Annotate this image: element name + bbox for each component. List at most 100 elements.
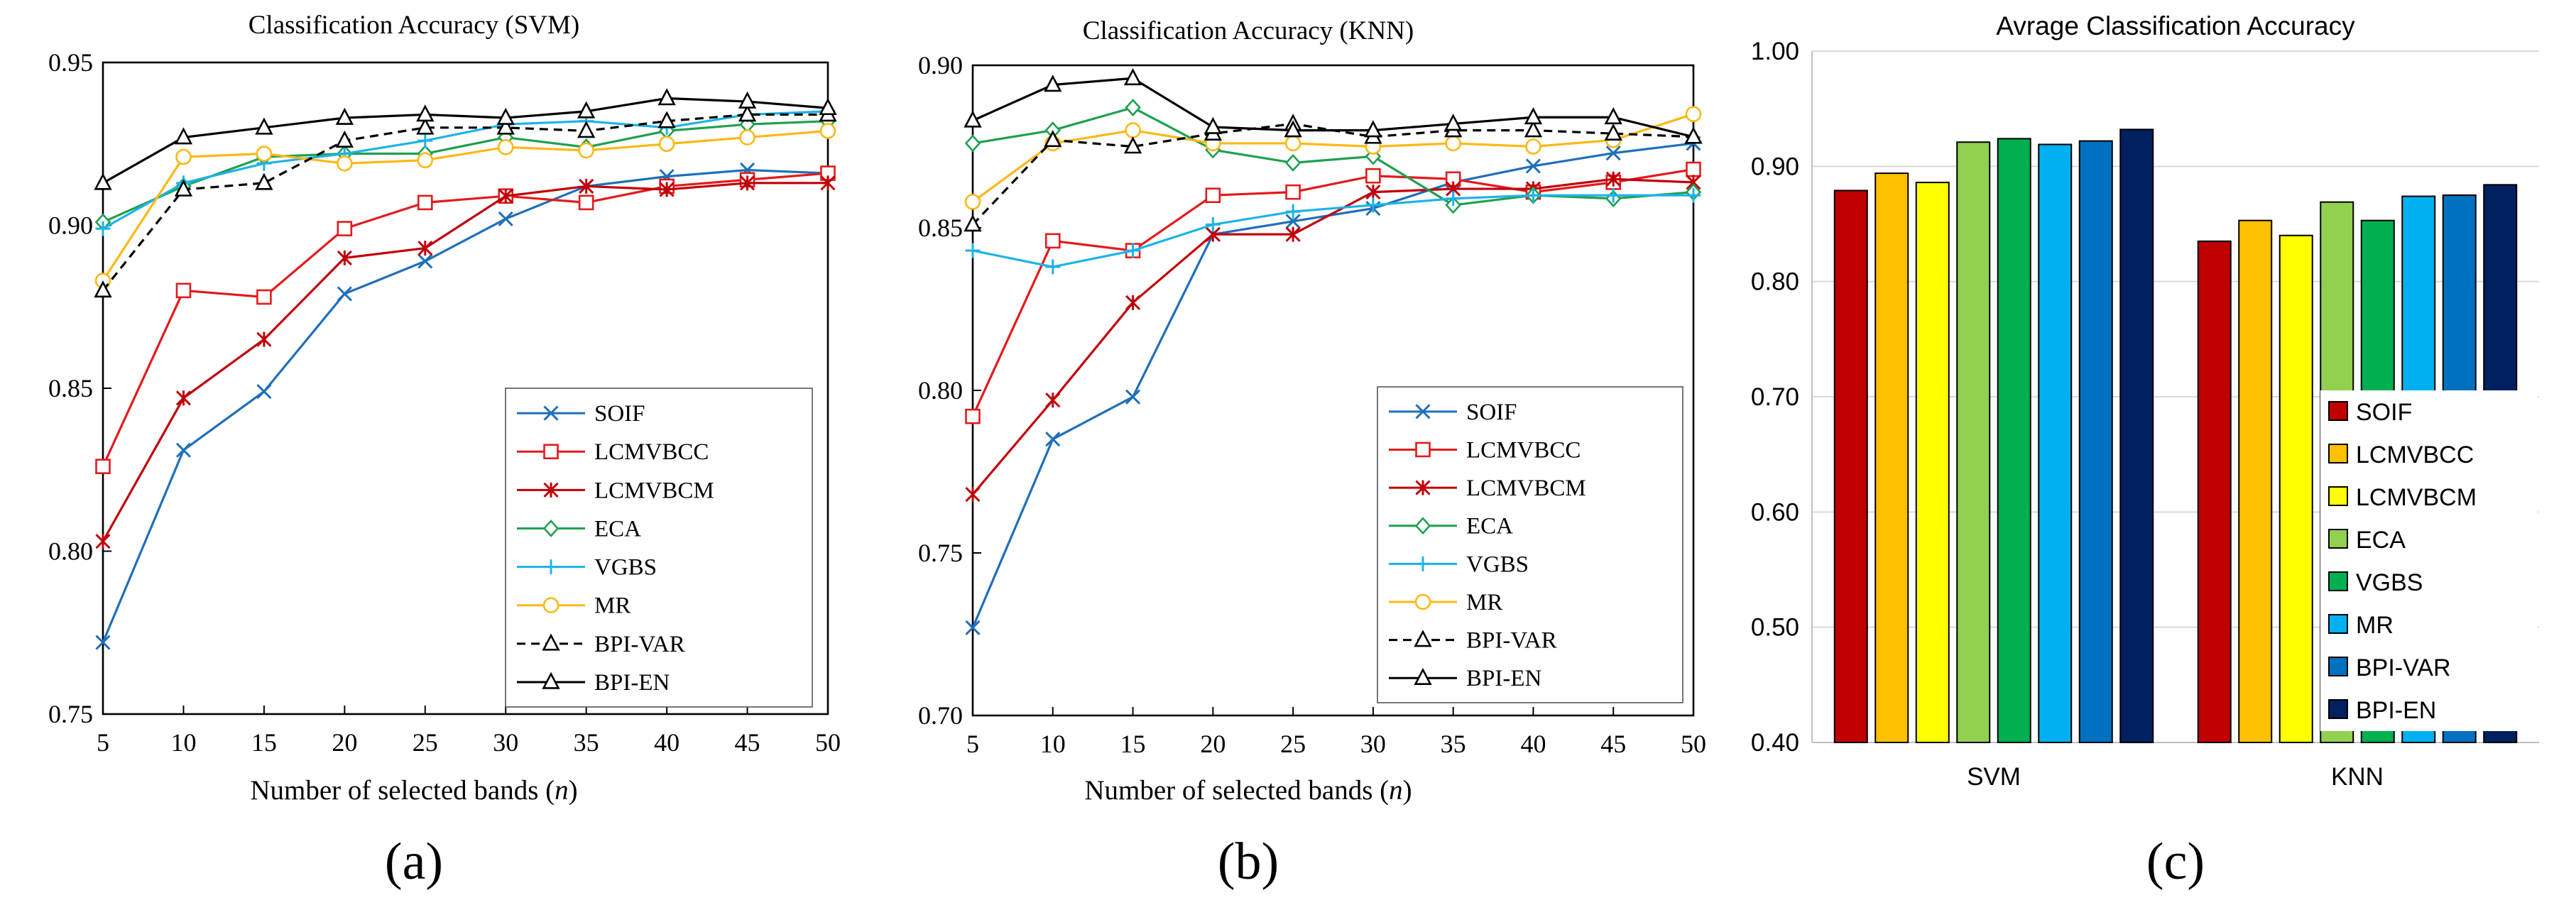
svm-legend-marker-bpi-en [542, 671, 560, 689]
svm-data-point-bpi-var [657, 111, 676, 128]
svm-data-point-bpi-var [94, 280, 112, 298]
bar-y-tick-label: 0.70 [1751, 383, 1799, 411]
svm-data-point-lcmvbcm [417, 241, 433, 256]
svm-data-point-lcmvbcc [578, 194, 594, 211]
knn-data-point-bpi-var [1524, 120, 1543, 138]
svm-x-axis-label: Number of selected bands (n) [250, 775, 577, 806]
svm-data-point-vgbs [417, 133, 433, 148]
knn-data-point-bpi-en [1524, 106, 1543, 125]
bar-chart-title: Avrage Classification Accuracy [1996, 11, 2355, 40]
knn-legend-marker-soif [1415, 404, 1431, 419]
svm-legend: SOIF LCMVBCC LCMVBCM ECA VGBS MR BPI-VAR BPI-EN [505, 388, 813, 708]
bar-legend-swatch-bpi-en [2328, 699, 2348, 719]
svm-x-tick-label: 35 [574, 728, 599, 757]
svm-x-tick-label: 50 [815, 728, 841, 757]
svm-data-point-mr [739, 129, 755, 146]
svm-data-point-bpi-var [496, 117, 515, 135]
svm-legend-label-bpi-var: BPI-VAR [594, 632, 685, 657]
svm-data-point-bpi-var [174, 179, 193, 197]
knn-data-point-lcmvbcm [1125, 295, 1141, 310]
bar-knn-lcmvbcm [2278, 234, 2313, 743]
knn-y-tick-label: 0.70 [918, 701, 963, 730]
knn-data-point-lcmvbcm [1605, 171, 1621, 187]
svm-data-point-lcmvbcm [175, 390, 192, 406]
knn-series-line-bpi-en [972, 77, 1694, 138]
knn-data-point-soif [1125, 389, 1141, 405]
svm-data-point-bpi-var [738, 104, 757, 122]
bar-legend: SOIF LCMVBCC LCMVBCM ECA VGBS MR BPI-VAR BPI-EN [2320, 390, 2538, 731]
knn-data-point-bpi-en [1364, 120, 1382, 138]
knn-data-point-eca [1125, 99, 1141, 116]
knn-series-bpi-en [964, 68, 1703, 144]
knn-data-point-vgbs [1686, 187, 1701, 203]
svm-series-lcmvbcm [95, 175, 836, 549]
knn-data-point-mr [1445, 135, 1461, 152]
svm-data-point-lcmvbcc [337, 221, 353, 236]
svm-series-lcmvbcc [95, 165, 836, 474]
bar-svm-soif [1833, 190, 1868, 743]
knn-data-point-lcmvbcc [1285, 184, 1301, 200]
bar-knn-lcmvbcc [2238, 219, 2273, 743]
bar-legend-label-lcmvbcc: LCMVBCC [2356, 441, 2474, 468]
knn-legend-label-mr: MR [1466, 590, 1502, 615]
svm-x-tick-label: 15 [251, 728, 277, 757]
svm-data-point-bpi-en [657, 88, 676, 106]
svm-data-point-mr [819, 123, 836, 139]
panel-label-b: (b) [1218, 833, 1279, 891]
bar-legend-label-eca: ECA [2356, 527, 2406, 554]
knn-data-point-vgbs [1605, 187, 1621, 203]
knn-data-point-bpi-var [964, 214, 982, 232]
svm-data-point-lcmvbcc [95, 459, 111, 474]
knn-x-tick-label: 20 [1200, 730, 1226, 758]
knn-legend-box [1377, 386, 1683, 703]
bar-legend-label-lcmvbcm: LCMVBCM [2356, 484, 2477, 511]
bar-legend-label-mr: MR [2356, 612, 2394, 639]
svm-x-tick-label: 40 [654, 728, 680, 757]
bar-legend-swatch-mr [2328, 614, 2348, 634]
svm-series-line-bpi-var [102, 113, 828, 292]
svm-legend-marker-vgbs [543, 559, 559, 575]
svm-data-point-bpi-var [255, 172, 273, 190]
svm-legend-marker-mr [542, 597, 560, 613]
svm-data-point-lcmvbcc [417, 194, 433, 211]
svm-series-bpi-en [94, 88, 837, 190]
knn-data-point-bpi-var [1123, 136, 1142, 154]
svm-data-point-mr [497, 139, 514, 155]
svm-data-point-lcmvbcm [256, 331, 272, 347]
knn-x-axis-label: Number of selected bands (n) [1084, 775, 1412, 806]
svm-data-point-bpi-var [335, 130, 354, 148]
svm-y-tick-label: 0.80 [48, 537, 93, 566]
bar-y-tick-label: 1.00 [1751, 38, 1799, 65]
knn-series-line-soif [971, 142, 1694, 628]
bar-svm-mr [2038, 143, 2073, 744]
svm-series-vgbs [95, 104, 836, 236]
svm-data-point-soif [498, 211, 513, 226]
svm-data-point-bpi-var [416, 117, 435, 135]
knn-data-point-lcmvbcm [965, 486, 981, 503]
knn-series-line-lcmvbcm [971, 177, 1694, 495]
knn-data-point-lcmvbcc [965, 408, 981, 424]
svm-y-tick-label: 0.75 [48, 700, 93, 728]
knn-data-point-lcmvbcc [1205, 187, 1221, 204]
bar-legend-label-bpi-var: BPI-VAR [2356, 654, 2451, 681]
knn-y-tick-label: 0.75 [918, 539, 963, 567]
knn-series-lcmvbcc [965, 161, 1701, 424]
svm-data-point-lcmvbcm [739, 175, 755, 191]
bar-y-tick-label: 0.90 [1751, 153, 1799, 180]
knn-x-tick-label: 15 [1120, 730, 1146, 758]
svm-series-line-bpi-en [102, 97, 829, 185]
svm-data-point-bpi-en [577, 101, 596, 119]
svm-y-tick-label: 0.90 [48, 212, 93, 240]
knn-data-point-soif [1605, 146, 1621, 161]
svm-data-point-mr [578, 142, 594, 159]
svm-data-point-soif [95, 635, 111, 650]
knn-x-tick-label: 50 [1681, 730, 1706, 758]
knn-data-point-vgbs [965, 243, 981, 258]
svm-data-point-bpi-en [416, 104, 435, 122]
svm-data-point-lcmvbcm [337, 250, 352, 265]
knn-legend-marker-vgbs [1415, 556, 1431, 571]
knn-x-tick-label: 10 [1040, 730, 1066, 758]
svm-data-point-bpi-en [174, 127, 193, 145]
bar-svm-lcmvbcm [1915, 182, 1950, 743]
